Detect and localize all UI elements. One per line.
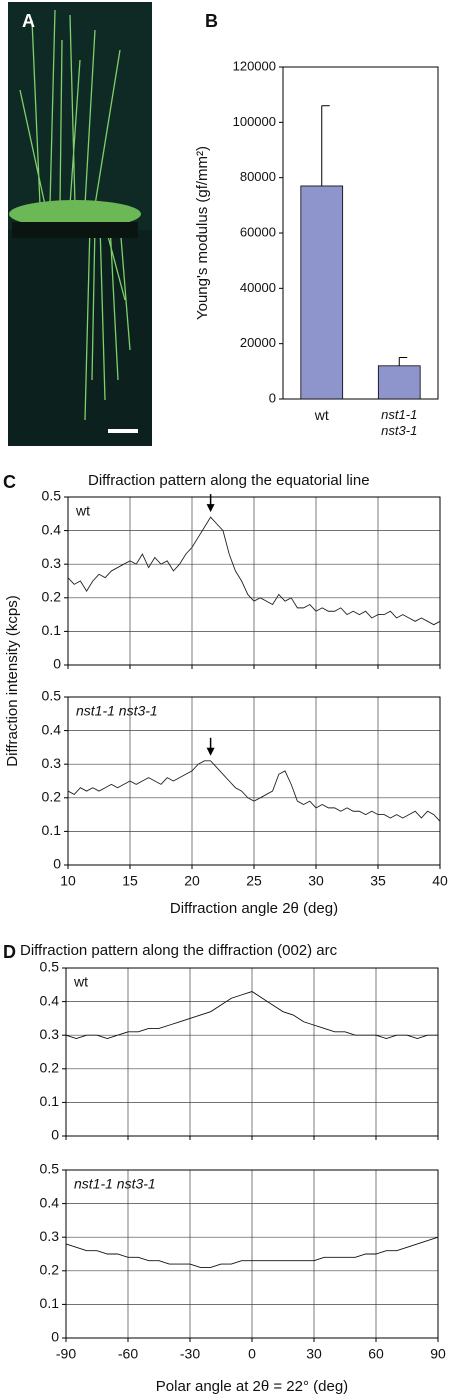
y-tick-label: 0.2 [40,1262,60,1278]
x-tick-label: 0 [248,1346,256,1362]
x-axis-label: Polar angle at 2θ = 22° (deg) [156,1378,348,1394]
panel-label: B [205,11,218,31]
y-tick-label: 0.3 [42,755,62,771]
data-line [67,760,441,822]
panel-annotation: nst1-1 nst3-1 [76,703,158,719]
x-tick-label: 30 [306,1346,322,1362]
y-tick-label: 0.2 [42,589,62,605]
x-tick-label: 60 [368,1346,384,1362]
panel-annotation: nst1-1 nst3-1 [74,1176,156,1192]
y-tick-label: 120000 [233,58,276,73]
bar [377,365,421,400]
photo-shade [8,230,152,446]
y-tick-label: 0.4 [42,521,62,537]
y-tick-label: 100000 [233,114,276,129]
y-tick-label: 0.5 [40,959,60,975]
rosette [9,200,141,228]
photo: A [8,2,152,446]
y-tick-label: 0.5 [42,688,62,704]
y-tick-label: 0.1 [40,1295,60,1311]
peak-arrow-head [206,747,215,756]
chart-title: Diffraction pattern along the equatorial… [88,472,370,489]
x-tick-label: 30 [308,873,324,889]
y-tick-label: 0 [269,390,276,405]
x-tick-label: 20 [184,873,200,889]
y-tick-label: 80000 [240,169,276,184]
panel-label: C [3,472,16,492]
y-tick-label: 0.2 [42,789,62,805]
category-label: nst1-1 nst3-1 [381,407,418,438]
peak-arrow-head [206,504,215,513]
y-tick-label: 0.2 [40,1060,60,1076]
x-tick-label: 40 [432,873,448,889]
y-tick-label: 0 [53,856,61,872]
data-line [65,1236,439,1268]
y-tick-label: 40000 [240,280,276,295]
data-line [65,991,438,1040]
category-label: wt [314,407,329,423]
y-tick-label: 0.4 [42,721,62,737]
x-tick-label: 25 [246,873,262,889]
x-tick-label: 10 [60,873,76,889]
plant-stems [19,9,131,421]
y-tick-label: 0.3 [40,1228,60,1244]
plot-frame [282,66,439,400]
chart-title: Diffraction pattern along the diffractio… [20,942,338,959]
x-tick-label: -60 [118,1346,138,1362]
pot-tray [12,222,138,238]
y-tick-label: 0.5 [40,1161,60,1177]
stem [84,224,131,421]
panel-annotation: wt [73,974,88,990]
stem [19,9,121,206]
y-tick-label: 0.3 [42,555,62,571]
panel-label: D [3,942,16,962]
y-tick-label: 0.1 [42,822,62,838]
x-tick-label: 35 [370,873,386,889]
y-tick-label: 0.1 [42,622,62,638]
bar [300,185,344,400]
data-line [67,516,441,626]
plot-frame [67,696,441,866]
plot-frame [67,496,441,666]
x-tick-label: 15 [122,873,138,889]
y-tick-label: 0.3 [40,1026,60,1042]
x-tick-label: -90 [56,1346,76,1362]
x-tick-label: -30 [180,1346,200,1362]
x-axis-label: Diffraction angle 2θ (deg) [170,900,338,917]
plot-frame [65,1169,439,1339]
y-axis-label: Diffraction intensity (kcps) [4,595,21,766]
y-tick-label: 60000 [240,224,276,239]
y-tick-label: 0.5 [42,488,62,504]
y-tick-label: 0 [51,1127,59,1143]
y-tick-label: 0.1 [40,1093,60,1109]
y-tick-label: 0.4 [40,1194,60,1210]
y-tick-label: 0 [53,656,61,672]
plot-frame [65,967,439,1137]
y-tick-label: 20000 [240,335,276,350]
y-tick-label: 0 [51,1329,59,1345]
panel-annotation: wt [75,503,90,519]
y-axis-label: Young's modulus (gf/mm²) [194,146,211,320]
panel-label: A [22,11,35,31]
y-tick-label: 0.4 [40,992,60,1008]
x-tick-label: 90 [430,1346,446,1362]
